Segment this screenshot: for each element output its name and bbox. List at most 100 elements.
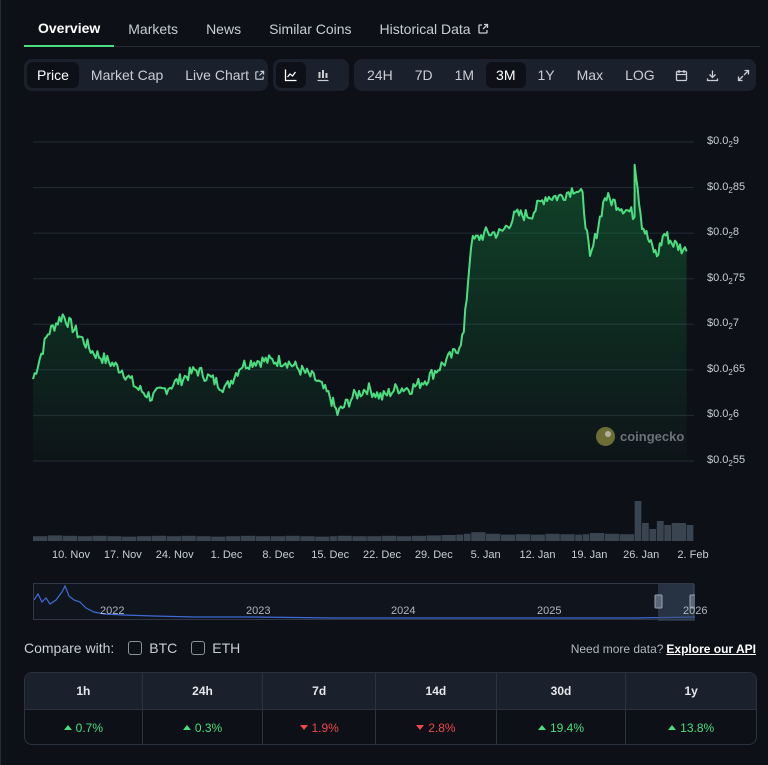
volume-bar [411,535,427,541]
volume-bar [619,534,634,541]
value-text: 0.7% [75,720,104,735]
navigator-year: 2022 [100,605,125,617]
volume-bar [166,536,181,541]
navigator-year: 2024 [391,605,416,617]
volume-bar [486,533,501,541]
y-tick-label: $0.028 [707,226,739,241]
range-3m[interactable]: 3M [486,62,526,88]
performance-header-row: 1h 24h 7d 14d 30d 1y [25,673,756,709]
volume-bar [575,534,582,541]
volume-bar [545,533,560,541]
compare-label: Compare with: [24,640,115,656]
y-tick-label: $0.029 [707,135,739,150]
log-scale-button[interactable]: LOG [625,67,655,83]
price-line [32,163,688,416]
y-tick-label: $0.0265 [707,362,746,378]
tab-historical-data[interactable]: Historical Data [366,10,503,47]
header-1y: 1y [684,684,698,698]
x-tick-label: 26. Jan [623,549,660,561]
price-area [33,164,687,462]
x-tick-label: 8. Dec [262,549,295,561]
tab-news[interactable]: News [206,20,242,37]
calendar-button[interactable] [667,62,696,88]
range-24h[interactable]: 24H [367,67,393,83]
market-cap-button[interactable]: Market Cap [90,67,164,83]
volume-bar [560,534,575,541]
y-tick-label: $0.026 [707,408,739,423]
volume-bar [337,535,352,541]
volume-bar [77,536,92,541]
volume-bar [226,536,241,541]
value-14d: 2.8% [376,710,497,744]
volume-bar [515,534,531,541]
volume-bar [530,534,545,541]
volume-bar [642,523,649,541]
value-7d: 1.9% [263,710,377,744]
candlestick-button[interactable] [308,62,338,88]
range-7d[interactable]: 7D [414,67,433,83]
x-tick-label: 15. Dec [311,549,350,561]
tab-similar-coins[interactable]: Similar Coins [269,20,352,37]
up-arrow-icon [668,725,677,730]
external-link-icon [477,23,488,34]
line-chart-button[interactable] [276,62,306,88]
tab-markets[interactable]: Markets [128,20,179,37]
value-24h: 0.3% [143,710,264,744]
volume-bar [582,534,590,541]
tab-historical-label: Historical Data [379,20,471,37]
range-max[interactable]: Max [576,67,604,83]
candlestick-icon [317,70,329,82]
volume-bar [471,532,486,541]
chart-style-group [273,59,349,91]
volume-bar [463,533,471,541]
volume-bar [255,536,271,541]
download-button[interactable] [698,62,727,88]
eth-checkbox[interactable] [191,641,206,655]
performance-values-row: 0.7% 0.3% 1.9% 2.8% 19.4% 13.8% [25,709,756,744]
value-1h: 0.7% [25,710,143,744]
x-tick-label: 24. Nov [155,549,194,561]
volume-bar [604,533,620,541]
volume-bar [107,536,122,541]
up-arrow-icon [182,725,191,730]
volume-bar [92,535,107,541]
line-chart-icon [284,69,297,82]
down-arrow-icon [416,725,425,730]
navigator-year: 2025 [537,605,562,617]
tab-overview[interactable]: Overview [24,10,115,47]
y-tick-label: $0.0285 [707,180,746,195]
live-chart-button[interactable]: Live Chart [175,62,275,88]
eth-label: ETH [212,640,241,656]
section-tabs: Overview Markets News Similar Coins Hist… [24,10,760,47]
volume-bar [456,534,464,541]
x-tick-label: 5. Jan [470,549,501,561]
volume-bar [270,536,285,541]
external-link-icon [255,70,265,80]
price-button[interactable]: Price [27,62,79,88]
calendar-icon [675,69,687,81]
need-more-data: Need more data? Explore our API [571,642,756,656]
value-text: 19.4% [550,720,585,735]
value-text: 2.8% [428,720,456,735]
btc-checkbox[interactable] [128,641,143,655]
volume-bar [500,534,516,541]
value-text: 13.8% [680,720,715,735]
watermark-text: coingecko [620,429,685,444]
volume-bar [300,536,315,541]
volume-bar [315,536,330,541]
volume-bars [33,501,694,541]
volume-bar [33,536,48,541]
up-arrow-icon [63,725,72,730]
range-navigator[interactable] [33,583,695,621]
range-1y[interactable]: 1Y [537,67,555,83]
range-1m[interactable]: 1M [454,67,475,83]
volume-bar [196,536,211,541]
x-tick-label: 2. Feb [677,549,709,561]
volume-bar [367,536,382,541]
explore-api-link[interactable]: Explore our API [666,642,756,656]
header-24h: 24h [143,673,264,709]
down-arrow-icon [299,725,308,730]
x-tick-label: 19. Jan [571,549,608,561]
volume-bar [382,535,397,541]
fullscreen-button[interactable] [729,62,758,88]
